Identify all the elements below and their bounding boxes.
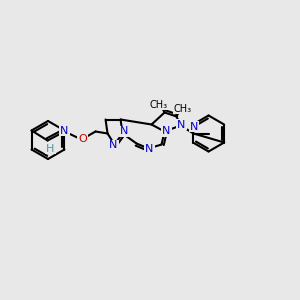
Text: H: H — [46, 143, 55, 154]
Text: CH₃: CH₃ — [149, 100, 168, 110]
Text: N: N — [146, 145, 154, 154]
Text: CH₃: CH₃ — [173, 103, 192, 113]
Text: N: N — [177, 119, 186, 130]
Text: N: N — [120, 127, 129, 136]
Text: O: O — [78, 134, 87, 143]
Text: N: N — [60, 125, 69, 136]
Text: N: N — [110, 140, 118, 151]
Text: N: N — [190, 122, 198, 131]
Text: N: N — [162, 127, 171, 136]
